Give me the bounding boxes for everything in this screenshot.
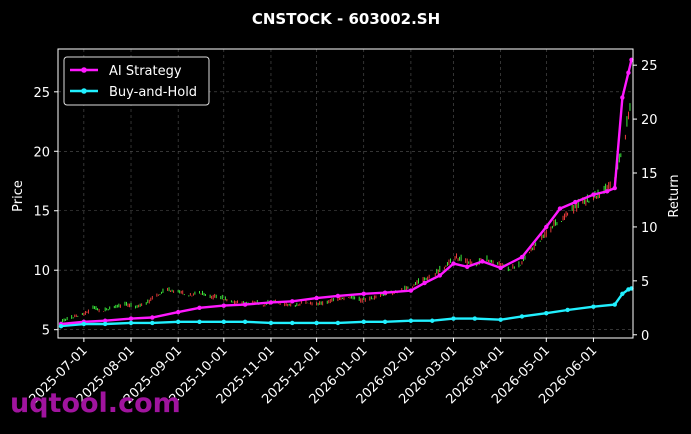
data-point-buy-and-hold <box>565 307 570 313</box>
data-point-ai-strategy <box>464 264 470 270</box>
legend-box <box>63 56 210 106</box>
watermark: uqtool.com <box>10 388 181 419</box>
data-point-ai-strategy <box>382 290 388 295</box>
y-axis-right: 0 5 10 15 20 25 <box>633 59 658 344</box>
y-left-tick-label: 15 <box>33 205 50 220</box>
data-point-buy-and-hold <box>498 317 503 322</box>
data-point-ai-strategy <box>451 261 456 266</box>
y-right-tick-label: 20 <box>641 113 658 128</box>
data-point-buy-and-hold <box>430 318 435 323</box>
y-left-tick-label: 5 <box>42 324 50 339</box>
data-point-buy-and-hold <box>472 316 477 321</box>
data-point-ai-strategy <box>361 291 366 296</box>
chart-title: CNSTOCK - 603002.SH <box>252 10 440 28</box>
data-point-ai-strategy <box>128 316 134 321</box>
data-point-buy-and-hold <box>197 319 202 325</box>
y-left-tick-label: 10 <box>33 264 50 279</box>
data-point-ai-strategy <box>242 302 248 307</box>
data-point-buy-and-hold <box>314 320 319 326</box>
data-point-ai-strategy <box>498 265 503 271</box>
y-right-tick-label: 0 <box>641 329 649 344</box>
legend-label-buy-and-hold: Buy-and-Hold <box>109 85 197 100</box>
data-point-ai-strategy <box>612 185 617 191</box>
data-point-buy-and-hold <box>242 319 248 325</box>
data-point-ai-strategy <box>437 273 443 278</box>
y-left-tick-label: 20 <box>33 145 50 160</box>
legend: AI Strategy Buy-and-Hold <box>63 56 210 106</box>
data-point-buy-and-hold <box>612 302 617 307</box>
data-point-ai-strategy <box>604 189 610 194</box>
y-right-tick-label: 10 <box>641 221 658 236</box>
y-axis-left: 5 10 15 20 25 <box>33 86 58 339</box>
data-point-ai-strategy <box>314 295 319 301</box>
data-point-buy-and-hold <box>175 319 181 325</box>
legend-label-ai-strategy: AI Strategy <box>109 64 182 79</box>
data-point-ai-strategy <box>175 309 181 315</box>
data-point-buy-and-hold <box>451 316 456 321</box>
data-point-buy-and-hold <box>221 319 227 325</box>
data-point-buy-and-hold <box>290 320 295 326</box>
data-point-ai-strategy <box>197 305 202 311</box>
data-point-buy-and-hold <box>620 291 625 296</box>
data-point-ai-strategy <box>626 70 631 75</box>
y-right-tick-label: 25 <box>641 59 658 74</box>
data-point-buy-and-hold <box>150 320 155 326</box>
plot-frame <box>57 48 634 339</box>
data-point-buy-and-hold <box>591 304 596 309</box>
data-point-buy-and-hold <box>81 321 87 327</box>
data-point-buy-and-hold <box>361 319 366 325</box>
series-markers <box>58 57 634 329</box>
data-point-ai-strategy <box>557 206 563 211</box>
data-point-ai-strategy <box>150 315 155 320</box>
data-point-ai-strategy <box>221 303 227 308</box>
legend-marker-buy-and-hold <box>81 88 87 94</box>
data-point-ai-strategy <box>519 254 525 260</box>
data-point-ai-strategy <box>290 299 295 304</box>
data-point-ai-strategy <box>268 300 274 305</box>
y-left-tick-label: 25 <box>33 86 50 101</box>
data-point-ai-strategy <box>102 318 108 323</box>
data-point-buy-and-hold <box>382 319 388 325</box>
y-axis-left-label: Price <box>11 180 26 212</box>
data-point-ai-strategy <box>335 293 341 299</box>
y-right-tick-label: 5 <box>641 275 649 290</box>
data-point-ai-strategy <box>422 280 427 286</box>
data-point-ai-strategy <box>620 95 625 100</box>
data-point-buy-and-hold <box>128 320 134 326</box>
series-line-ai-strategy <box>60 59 633 326</box>
data-point-ai-strategy <box>408 288 414 293</box>
data-point-buy-and-hold <box>268 320 274 326</box>
data-point-buy-and-hold <box>102 321 108 327</box>
legend-marker-ai-strategy <box>81 67 87 73</box>
data-point-ai-strategy <box>591 192 596 197</box>
data-point-buy-and-hold <box>58 323 64 329</box>
series-line-buy-and-hold <box>60 287 632 328</box>
data-point-ai-strategy <box>572 199 578 205</box>
data-point-buy-and-hold <box>408 318 414 323</box>
data-point-ai-strategy <box>480 259 485 264</box>
data-point-ai-strategy <box>544 224 549 230</box>
y-right-tick-label: 15 <box>641 167 658 182</box>
data-point-buy-and-hold <box>335 320 341 326</box>
y-axis-right-label: Return <box>667 174 682 217</box>
data-point-buy-and-hold <box>519 314 525 319</box>
data-point-buy-and-hold <box>544 310 549 316</box>
